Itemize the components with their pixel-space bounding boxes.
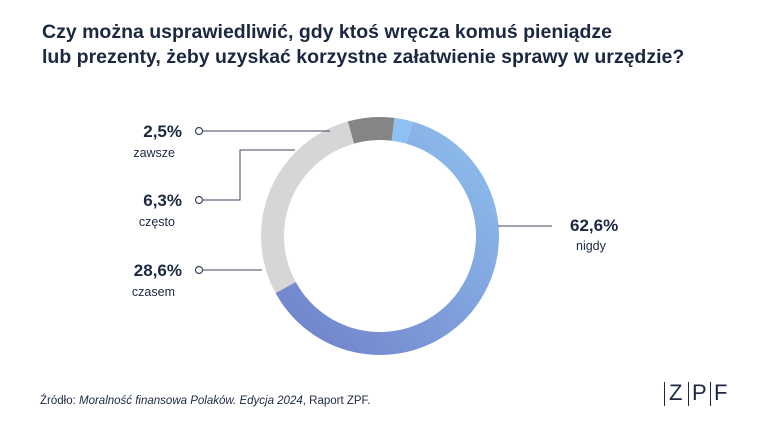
callout-dot-czesto [194, 195, 204, 205]
logo-letter-p: P [692, 380, 707, 405]
title-line-2: lub prezenty, żeby uzyskać korzystne zał… [42, 46, 685, 68]
value-label-czasem: 28,6% [134, 261, 182, 280]
logo-letter-z: Z [669, 380, 683, 405]
source-note: Źródło: Moralność finansowa Polaków. Edy… [40, 395, 371, 407]
value-label-nigdy: 62,6% [570, 216, 618, 235]
category-label-czesto: często [139, 215, 175, 229]
slice-czasem [261, 121, 355, 294]
category-label-zawsze: zawsze [133, 146, 175, 160]
slice-czesto [347, 117, 395, 144]
zpf-logo: Z P F [664, 378, 728, 412]
source-suffix: , Raport ZPF. [302, 395, 371, 407]
logo-letter-f: F [714, 380, 728, 405]
callout-line-czesto [203, 149, 295, 201]
title-line-1: Czy można usprawiedliwić, gdy ktoś wręcz… [42, 21, 612, 43]
value-label-czesto: 6,3% [143, 191, 182, 210]
category-label-nigdy: nigdy [576, 239, 607, 253]
slice-zawsze [391, 117, 413, 144]
logo-divider [710, 382, 711, 406]
callout-dot-czasem [194, 265, 204, 275]
logo-divider [688, 382, 689, 406]
callout-dot-zawsze [194, 126, 204, 136]
logo-divider [664, 382, 665, 406]
source-title: Moralność finansowa Polaków. Edycja 2024 [79, 395, 303, 407]
source-prefix: Źródło: [40, 395, 79, 407]
chart-title: Czy można usprawiedliwić, gdy ktoś wręcz… [42, 20, 742, 70]
value-label-zawsze: 2,5% [143, 122, 182, 141]
category-label-czasem: czasem [132, 285, 175, 299]
